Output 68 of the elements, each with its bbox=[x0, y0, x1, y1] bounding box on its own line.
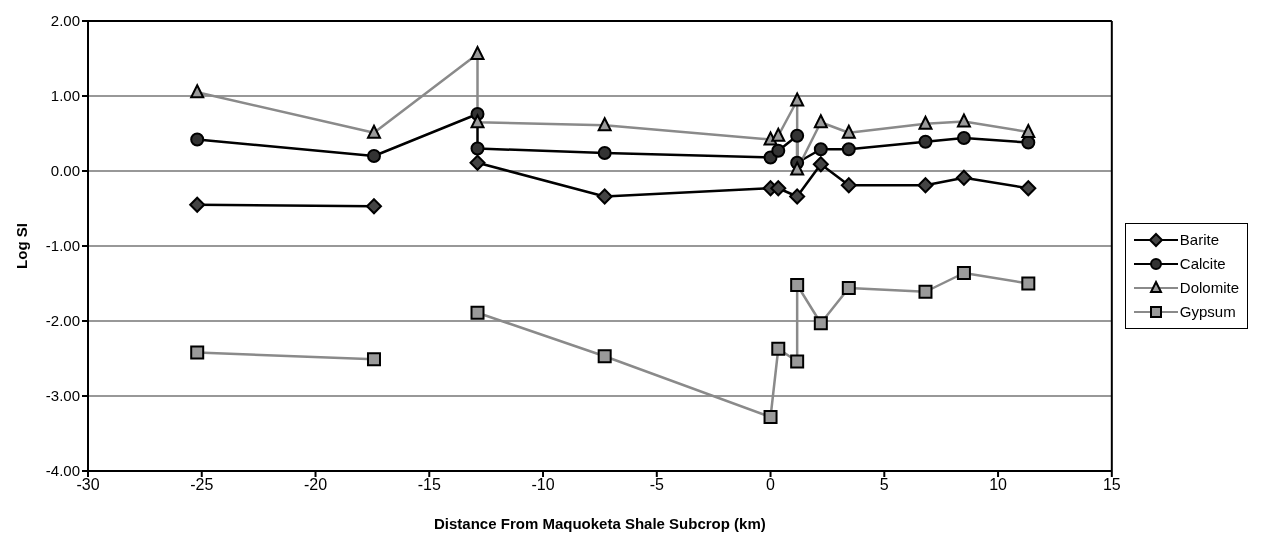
point bbox=[918, 115, 933, 130]
x-tick-label: 0 bbox=[766, 476, 776, 494]
point bbox=[790, 354, 805, 369]
point bbox=[771, 143, 786, 158]
x-tick-label: -25 bbox=[190, 476, 214, 494]
y-tick-label: -2.00 bbox=[45, 312, 80, 330]
point bbox=[918, 134, 933, 149]
point bbox=[841, 142, 856, 157]
point bbox=[365, 198, 382, 215]
x-tick-label: -10 bbox=[531, 476, 555, 494]
point bbox=[470, 305, 485, 320]
point bbox=[956, 266, 971, 280]
point bbox=[790, 92, 805, 107]
point bbox=[813, 114, 828, 129]
point bbox=[813, 142, 828, 157]
point bbox=[597, 117, 612, 132]
point bbox=[917, 177, 934, 194]
point bbox=[1021, 276, 1036, 291]
x-tick-label: 15 bbox=[1102, 476, 1121, 494]
point bbox=[771, 127, 786, 142]
point bbox=[190, 84, 205, 99]
point bbox=[771, 341, 786, 356]
point bbox=[366, 352, 381, 367]
point bbox=[470, 114, 485, 129]
point bbox=[597, 349, 612, 364]
y-tick-label: -3.00 bbox=[45, 387, 80, 405]
point bbox=[790, 161, 805, 176]
point bbox=[596, 188, 613, 205]
point bbox=[1020, 180, 1037, 197]
point bbox=[190, 345, 205, 360]
legend-label: Dolomite bbox=[1179, 279, 1239, 296]
x-axis-title: Distance From Maquoketa Shale Subcrop (km) bbox=[434, 515, 766, 532]
point bbox=[470, 141, 485, 156]
x-tick-label: -15 bbox=[417, 476, 441, 494]
y-tick-label: -1.00 bbox=[45, 237, 80, 255]
x-tick-label: 10 bbox=[989, 476, 1008, 494]
point bbox=[770, 180, 787, 197]
point bbox=[841, 124, 856, 139]
point bbox=[189, 196, 206, 213]
point bbox=[918, 284, 933, 299]
point bbox=[956, 131, 971, 145]
point bbox=[597, 146, 612, 160]
y-tick-label: 0.00 bbox=[50, 162, 80, 180]
point bbox=[812, 156, 829, 173]
point bbox=[813, 316, 828, 331]
point bbox=[956, 113, 971, 128]
point bbox=[841, 281, 856, 295]
point bbox=[790, 278, 805, 292]
point bbox=[763, 410, 778, 424]
legend-label: Barite bbox=[1179, 231, 1219, 248]
point bbox=[955, 169, 972, 186]
y-tick-label: 1.00 bbox=[50, 87, 80, 105]
y-tick-label: 2.00 bbox=[50, 12, 80, 30]
x-tick-label: 5 bbox=[879, 476, 889, 494]
point bbox=[190, 132, 205, 147]
legend-label: Calcite bbox=[1179, 255, 1226, 272]
point bbox=[469, 154, 486, 171]
point bbox=[366, 124, 381, 139]
point bbox=[840, 177, 857, 194]
x-tick-label: -20 bbox=[303, 476, 328, 494]
point bbox=[789, 188, 806, 205]
x-tick-label: -5 bbox=[649, 476, 664, 494]
point bbox=[366, 149, 381, 163]
point bbox=[1021, 124, 1036, 138]
legend-label: Gypsum bbox=[1179, 303, 1236, 320]
y-axis-title: Log SI bbox=[13, 223, 31, 269]
point bbox=[790, 128, 805, 143]
point bbox=[470, 46, 485, 60]
